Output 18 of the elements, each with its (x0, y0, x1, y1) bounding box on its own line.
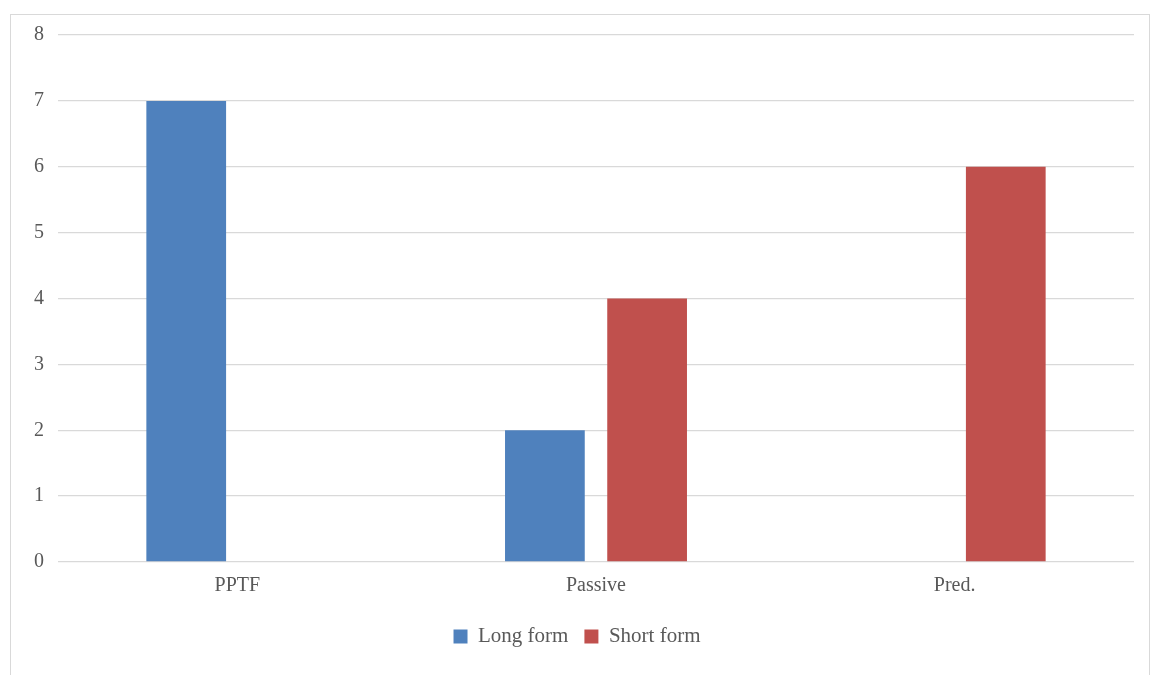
bar (146, 100, 227, 562)
bar (607, 298, 687, 562)
y-tick-label: 8 (34, 22, 44, 45)
x-tick-label: Passive (566, 573, 627, 596)
y-tick-label: 3 (34, 351, 44, 374)
bar (965, 166, 1046, 562)
y-tick-label: 0 (34, 549, 44, 572)
y-tick-label: 4 (34, 285, 44, 308)
y-tick-label: 2 (34, 417, 44, 440)
legend-label: Short form (608, 623, 701, 648)
y-tick-label: 5 (34, 219, 44, 242)
y-tick-label: 1 (34, 483, 44, 506)
legend-label: Long form (478, 623, 569, 648)
bar (505, 430, 585, 562)
y-tick-label: 7 (34, 88, 44, 111)
y-tick-label: 6 (34, 154, 44, 176)
x-tick-label: PPTF (214, 573, 261, 596)
x-tick-label: Pred. (933, 573, 976, 596)
